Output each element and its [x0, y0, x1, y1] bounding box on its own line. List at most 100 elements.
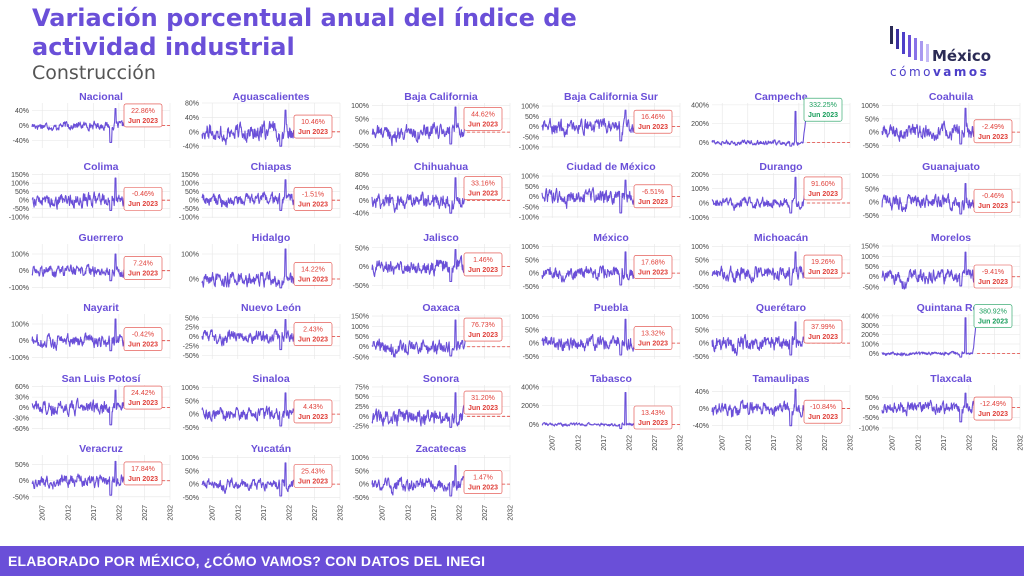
series-line [31, 389, 128, 426]
last-period-label: Jun 2023 [128, 342, 158, 349]
y-tick-label: -50% [353, 283, 369, 290]
y-tick-label: 50% [355, 245, 369, 252]
y-tick-label: -50% [183, 353, 199, 360]
last-value-label-box [633, 405, 673, 430]
y-tick-label: -40% [183, 144, 199, 151]
y-tick-label: 100% [181, 252, 199, 259]
y-tick-label: 0% [869, 351, 879, 358]
x-tick-label: 2032 [678, 435, 685, 451]
y-tick-label: 0% [359, 482, 369, 489]
y-tick-label: 100% [351, 324, 369, 331]
y-tick-label: -50% [353, 495, 369, 502]
x-tick-label: 2022 [796, 435, 803, 451]
y-tick-label: 50% [355, 394, 369, 401]
series-line [201, 248, 297, 289]
y-tick-label: 0% [869, 200, 879, 207]
last-value-label: 44.62% [471, 111, 495, 118]
panel-title: Baja California Sur [564, 91, 658, 103]
mexico-como-vamos-logo: México cómovamos [888, 24, 1008, 80]
series-line [711, 110, 808, 147]
last-value-label-box [973, 119, 1013, 144]
y-tick-label: 100% [521, 174, 539, 181]
logo-bars-icon [890, 26, 929, 62]
panel-nuevo-leon: Nuevo León 50% 25% 0% -25% -50% 2.43% Jun 2023 [183, 302, 341, 360]
series-line [371, 319, 468, 358]
last-period-label: Jun 2023 [808, 112, 838, 119]
last-value-label-box [463, 176, 503, 200]
panel-title: Guanajuato [922, 161, 980, 173]
y-tick-label: 0% [189, 277, 199, 284]
panel-colima: Colima 150% 100%50% 0%-50% -100% -0.46% Jun 20… [9, 161, 171, 222]
y-tick-label: -50% [13, 494, 29, 501]
x-tick-label: 2027 [992, 435, 999, 451]
y-tick-label: 100% [521, 314, 539, 321]
y-tick-label: 25% [185, 325, 199, 332]
y-tick-label: -100% [9, 285, 29, 292]
last-value-label: 24.42% [131, 390, 155, 397]
last-value-label-box [803, 97, 843, 122]
y-tick-label: 0% [529, 341, 539, 348]
series-line [881, 183, 978, 215]
panel-chihuahua: Chihuahua 80% 40% 0% -40% 33.16% Jun 2023 [353, 161, 511, 218]
panel-title: Guerrero [79, 232, 124, 244]
series-line [201, 319, 297, 351]
series-line [371, 249, 467, 283]
series-line [371, 465, 467, 497]
last-value-label: 13.32% [641, 331, 665, 338]
last-period-label: Jun 2023 [808, 191, 838, 198]
panel-aguascalientes: Aguascalientes 80% 40% 0% -40% 10.46% Jun 2023 [183, 91, 341, 151]
y-tick-label: 0% [869, 274, 879, 281]
panel-title: Tamaulipas [753, 373, 810, 385]
last-value-label: -1.51% [302, 191, 324, 198]
panel-title: Puebla [594, 302, 629, 314]
y-tick-label: 0% [869, 130, 879, 137]
series-line [541, 318, 638, 356]
last-value-label: 332.25% [809, 102, 837, 109]
y-tick-label: 0% [359, 264, 369, 271]
panel-baja-california-sur: Baja California Sur 100% 50% 0% -50% -100% 16.… [519, 91, 681, 151]
y-tick-label: 50% [865, 186, 879, 193]
panel-mexico: México 100% 50% 0% -50% 17.68% Jun 2023 [521, 232, 681, 291]
y-tick-label: -50% [693, 284, 709, 291]
last-value-label: -9.41% [982, 269, 1004, 276]
y-tick-label: -100% [9, 355, 29, 362]
y-tick-label: -50% [353, 354, 369, 361]
y-tick-label: 100% [861, 254, 879, 261]
last-value-label-box [123, 327, 163, 352]
y-tick-label: 0% [699, 341, 709, 348]
x-tick-label: 2032 [338, 505, 345, 521]
y-tick-label: 0% [359, 198, 369, 205]
last-value-label: 4.43% [303, 404, 323, 411]
last-value-label-box [293, 464, 333, 488]
y-tick-label: 0% [189, 482, 199, 489]
last-value-label: 33.16% [471, 181, 495, 188]
last-period-label: Jun 2023 [128, 476, 158, 483]
y-tick-label: 0% [19, 405, 29, 412]
y-tick-label: 100% [861, 342, 879, 349]
panel-veracruz: Veracruz 50% 0% -50% 17.84% Jun 2023 2007 2012 2… [13, 443, 175, 521]
panel-title: Tabasco [590, 373, 632, 385]
last-period-label: Jun 2023 [638, 420, 668, 427]
y-tick-label: -50% [863, 143, 879, 150]
last-period-label: Jun 2023 [638, 124, 668, 131]
panel-title: Sinaloa [252, 373, 290, 385]
y-tick-label: -25% [353, 424, 369, 431]
last-period-label: Jun 2023 [468, 267, 498, 274]
last-value-label: -6.51% [642, 189, 664, 196]
panel-oaxaca: Oaxaca 150% 100% 50% 0% -50% 76.73% Jun 2023 [351, 302, 511, 361]
x-tick-label: 2012 [405, 505, 412, 521]
y-tick-label: -50% [353, 143, 369, 150]
x-tick-label: 2022 [116, 505, 123, 521]
panel-title: Morelos [931, 232, 971, 244]
y-tick-label: 0% [529, 124, 539, 131]
panel-nayarit: Nayarit 100% 0% -100% -0.42% Jun 2023 [9, 302, 171, 362]
last-value-label-box [633, 184, 673, 209]
y-tick-label: 40% [185, 115, 199, 122]
x-tick-label: 2017 [261, 505, 268, 521]
y-tick-label: 100% [11, 252, 29, 259]
x-tick-label: 2022 [286, 505, 293, 521]
footer-source-text: ELABORADO POR MÉXICO, ¿CÓMO VAMOS? CON D… [8, 553, 486, 569]
y-tick-label: 0% [699, 271, 709, 278]
y-tick-label: 0% [189, 129, 199, 136]
panel-nacional: Nacional 40% 0% -40% 22.86% Jun 2023 [13, 91, 171, 148]
